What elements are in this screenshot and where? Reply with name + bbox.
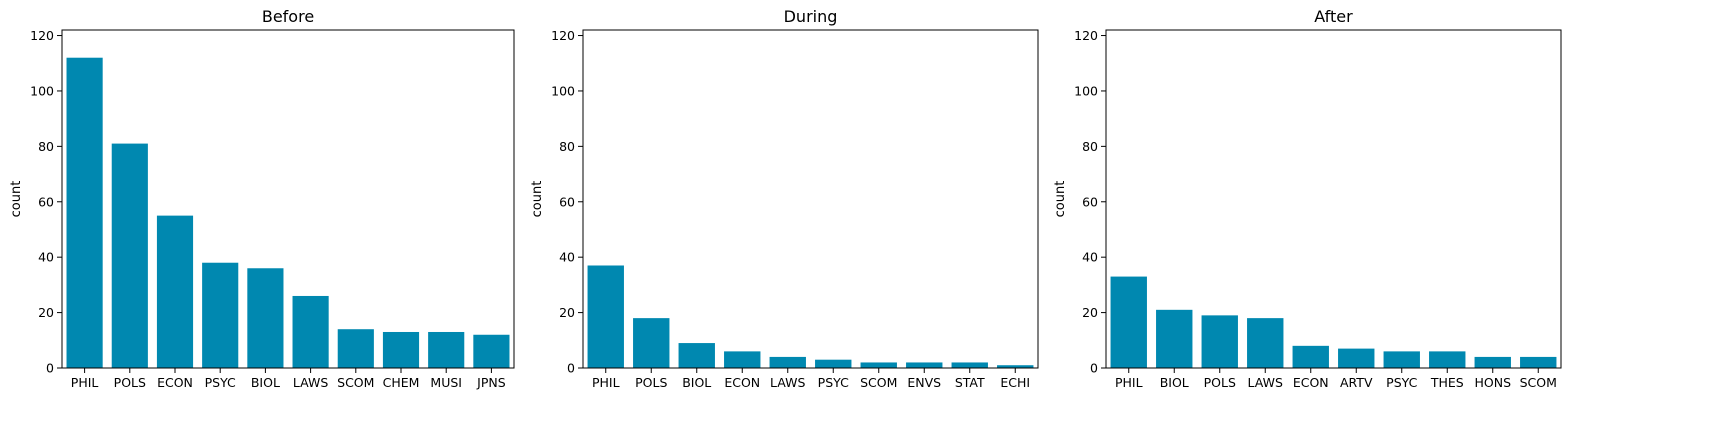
x-tick-label: ECON <box>1293 375 1329 390</box>
x-tick-label: BIOL <box>251 375 280 390</box>
x-tick-label: PSYC <box>818 375 849 390</box>
plot-frame <box>61 29 515 369</box>
bar-artv <box>1338 348 1375 368</box>
x-tick-label: ECON <box>157 375 193 390</box>
chart-title: During <box>784 7 838 26</box>
x-tick-label: JPNS <box>476 375 506 390</box>
bar-pols <box>111 143 148 368</box>
x-tick-label: PSYC <box>1386 375 1417 390</box>
x-tick-label: PHIL <box>1115 375 1143 390</box>
bar-phil <box>587 265 624 368</box>
y-tick-label: 100 <box>1074 83 1098 98</box>
bar-biol <box>1156 309 1193 368</box>
x-tick-label: PSYC <box>205 375 236 390</box>
bar-phil <box>1110 276 1147 368</box>
y-tick-label: 100 <box>30 83 54 98</box>
chart-panel-2: 0 20 40 60 80 100 120 PHIL BIOL POLS LAWS ECON ARTV P… <box>1053 7 1562 390</box>
y-tick-label: 60 <box>38 194 54 209</box>
y-tick-label: 20 <box>1082 305 1098 320</box>
x-tick-label: HONS <box>1474 375 1511 390</box>
bar-psyc <box>1383 351 1420 368</box>
bar-psyc <box>202 262 239 368</box>
bar-chem <box>382 331 420 368</box>
bar-hons <box>1474 356 1511 368</box>
y-axis-label: count <box>530 181 545 218</box>
y-tick-label: 0 <box>1090 361 1098 376</box>
bar-laws <box>292 295 329 368</box>
x-tick-label: POLS <box>1204 375 1236 390</box>
y-tick-label: 80 <box>1082 139 1098 154</box>
x-tick-label: THES <box>1430 375 1464 390</box>
y-tick-label: 80 <box>559 139 575 154</box>
y-tick-label: 120 <box>1074 28 1098 43</box>
bar-laws <box>769 356 806 368</box>
y-tick-label: 20 <box>38 305 54 320</box>
bar-scom <box>860 362 897 368</box>
x-tick-label: ECHI <box>1000 375 1030 390</box>
x-tick-label: PHIL <box>592 375 620 390</box>
y-tick-label: 100 <box>551 83 575 98</box>
y-tick-label: 20 <box>559 305 575 320</box>
y-tick-label: 0 <box>46 361 54 376</box>
bar-musi <box>428 331 465 368</box>
y-tick-label: 60 <box>1082 194 1098 209</box>
y-tick-label: 40 <box>1082 250 1098 265</box>
bar-stat <box>951 362 988 368</box>
x-tick-label: MUSI <box>430 375 462 390</box>
bar-pols <box>1201 315 1238 368</box>
chart-panel-0: 0 20 40 60 80 100 120 PHIL POLS ECON PSYC BIOL LAWS S… <box>9 7 515 390</box>
bar-jpns <box>473 334 510 368</box>
x-tick-label: ARTV <box>1340 375 1373 390</box>
bar-scom <box>337 329 374 368</box>
y-tick-label: 120 <box>30 28 54 43</box>
x-tick-label: LAWS <box>1248 375 1283 390</box>
x-tick-label: PHIL <box>71 375 99 390</box>
plot-frame <box>1105 29 1562 369</box>
x-tick-label: POLS <box>114 375 146 390</box>
chart-title: After <box>1314 7 1353 26</box>
y-axis-label: count <box>1053 181 1068 218</box>
x-tick-label: ENVS <box>907 375 941 390</box>
x-tick-label: SCOM <box>1520 375 1557 390</box>
x-tick-label: SCOM <box>337 375 374 390</box>
x-tick-label: ECON <box>724 375 760 390</box>
y-tick-label: 40 <box>38 250 54 265</box>
chart-panel-1: 0 20 40 60 80 100 120 PHIL POLS BIOL ECON LAWS PSYC S… <box>530 7 1039 390</box>
bar-econ <box>156 215 194 368</box>
bar-biol <box>678 343 715 368</box>
x-tick-label: STAT <box>955 375 985 390</box>
y-tick-label: 0 <box>567 361 575 376</box>
bar-envs <box>906 362 943 368</box>
y-tick-label: 80 <box>38 139 54 154</box>
plot-frame <box>582 29 1039 369</box>
bar-thes <box>1429 351 1466 368</box>
y-tick-label: 120 <box>551 28 575 43</box>
bar-phil <box>66 57 103 368</box>
y-tick-label: 60 <box>559 194 575 209</box>
x-tick-label: POLS <box>635 375 667 390</box>
bar-psyc <box>815 359 852 368</box>
bar-econ <box>1292 345 1329 368</box>
bar-laws <box>1247 318 1284 368</box>
bar-scom <box>1520 356 1557 368</box>
x-tick-label: BIOL <box>682 375 711 390</box>
x-tick-label: LAWS <box>770 375 805 390</box>
chart-title: Before <box>262 7 314 26</box>
x-tick-label: BIOL <box>1160 375 1189 390</box>
x-tick-label: SCOM <box>860 375 897 390</box>
x-tick-label: CHEM <box>383 375 420 390</box>
bar-biol <box>247 268 284 368</box>
y-tick-label: 40 <box>559 250 575 265</box>
y-axis-label: count <box>9 181 24 218</box>
bar-pols <box>633 318 670 368</box>
bar-echi <box>997 365 1034 368</box>
x-tick-label: LAWS <box>293 375 328 390</box>
bar-econ <box>724 351 761 368</box>
